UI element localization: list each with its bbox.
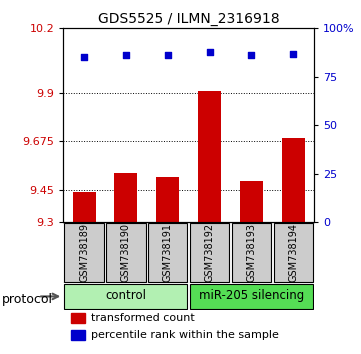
Bar <box>198 91 221 222</box>
Text: GSM738193: GSM738193 <box>246 223 256 282</box>
Text: GSM738192: GSM738192 <box>205 223 214 282</box>
Point <box>290 51 296 56</box>
FancyBboxPatch shape <box>190 284 313 309</box>
Text: transformed count: transformed count <box>91 313 195 324</box>
FancyBboxPatch shape <box>274 223 313 282</box>
Text: GSM738190: GSM738190 <box>121 223 131 282</box>
FancyBboxPatch shape <box>232 223 271 282</box>
Bar <box>71 313 84 324</box>
Bar <box>240 181 263 222</box>
Point <box>206 49 212 55</box>
Text: control: control <box>105 289 147 302</box>
Text: percentile rank within the sample: percentile rank within the sample <box>91 330 279 340</box>
Text: GSM738189: GSM738189 <box>79 223 89 282</box>
FancyBboxPatch shape <box>148 223 187 282</box>
FancyBboxPatch shape <box>190 223 229 282</box>
Text: miR-205 silencing: miR-205 silencing <box>199 289 304 302</box>
Bar <box>73 192 96 222</box>
Text: protocol: protocol <box>2 293 53 306</box>
Bar <box>156 177 179 222</box>
Bar <box>114 173 138 222</box>
Bar <box>71 330 84 340</box>
Point <box>123 53 129 58</box>
Text: GSM738194: GSM738194 <box>288 223 298 282</box>
FancyBboxPatch shape <box>64 223 104 282</box>
Title: GDS5525 / ILMN_2316918: GDS5525 / ILMN_2316918 <box>98 12 279 26</box>
Point <box>81 55 87 60</box>
FancyBboxPatch shape <box>64 284 187 309</box>
Point <box>165 53 171 58</box>
Text: GSM738191: GSM738191 <box>163 223 173 282</box>
FancyBboxPatch shape <box>106 223 145 282</box>
Point <box>248 53 254 58</box>
Bar <box>282 138 305 222</box>
